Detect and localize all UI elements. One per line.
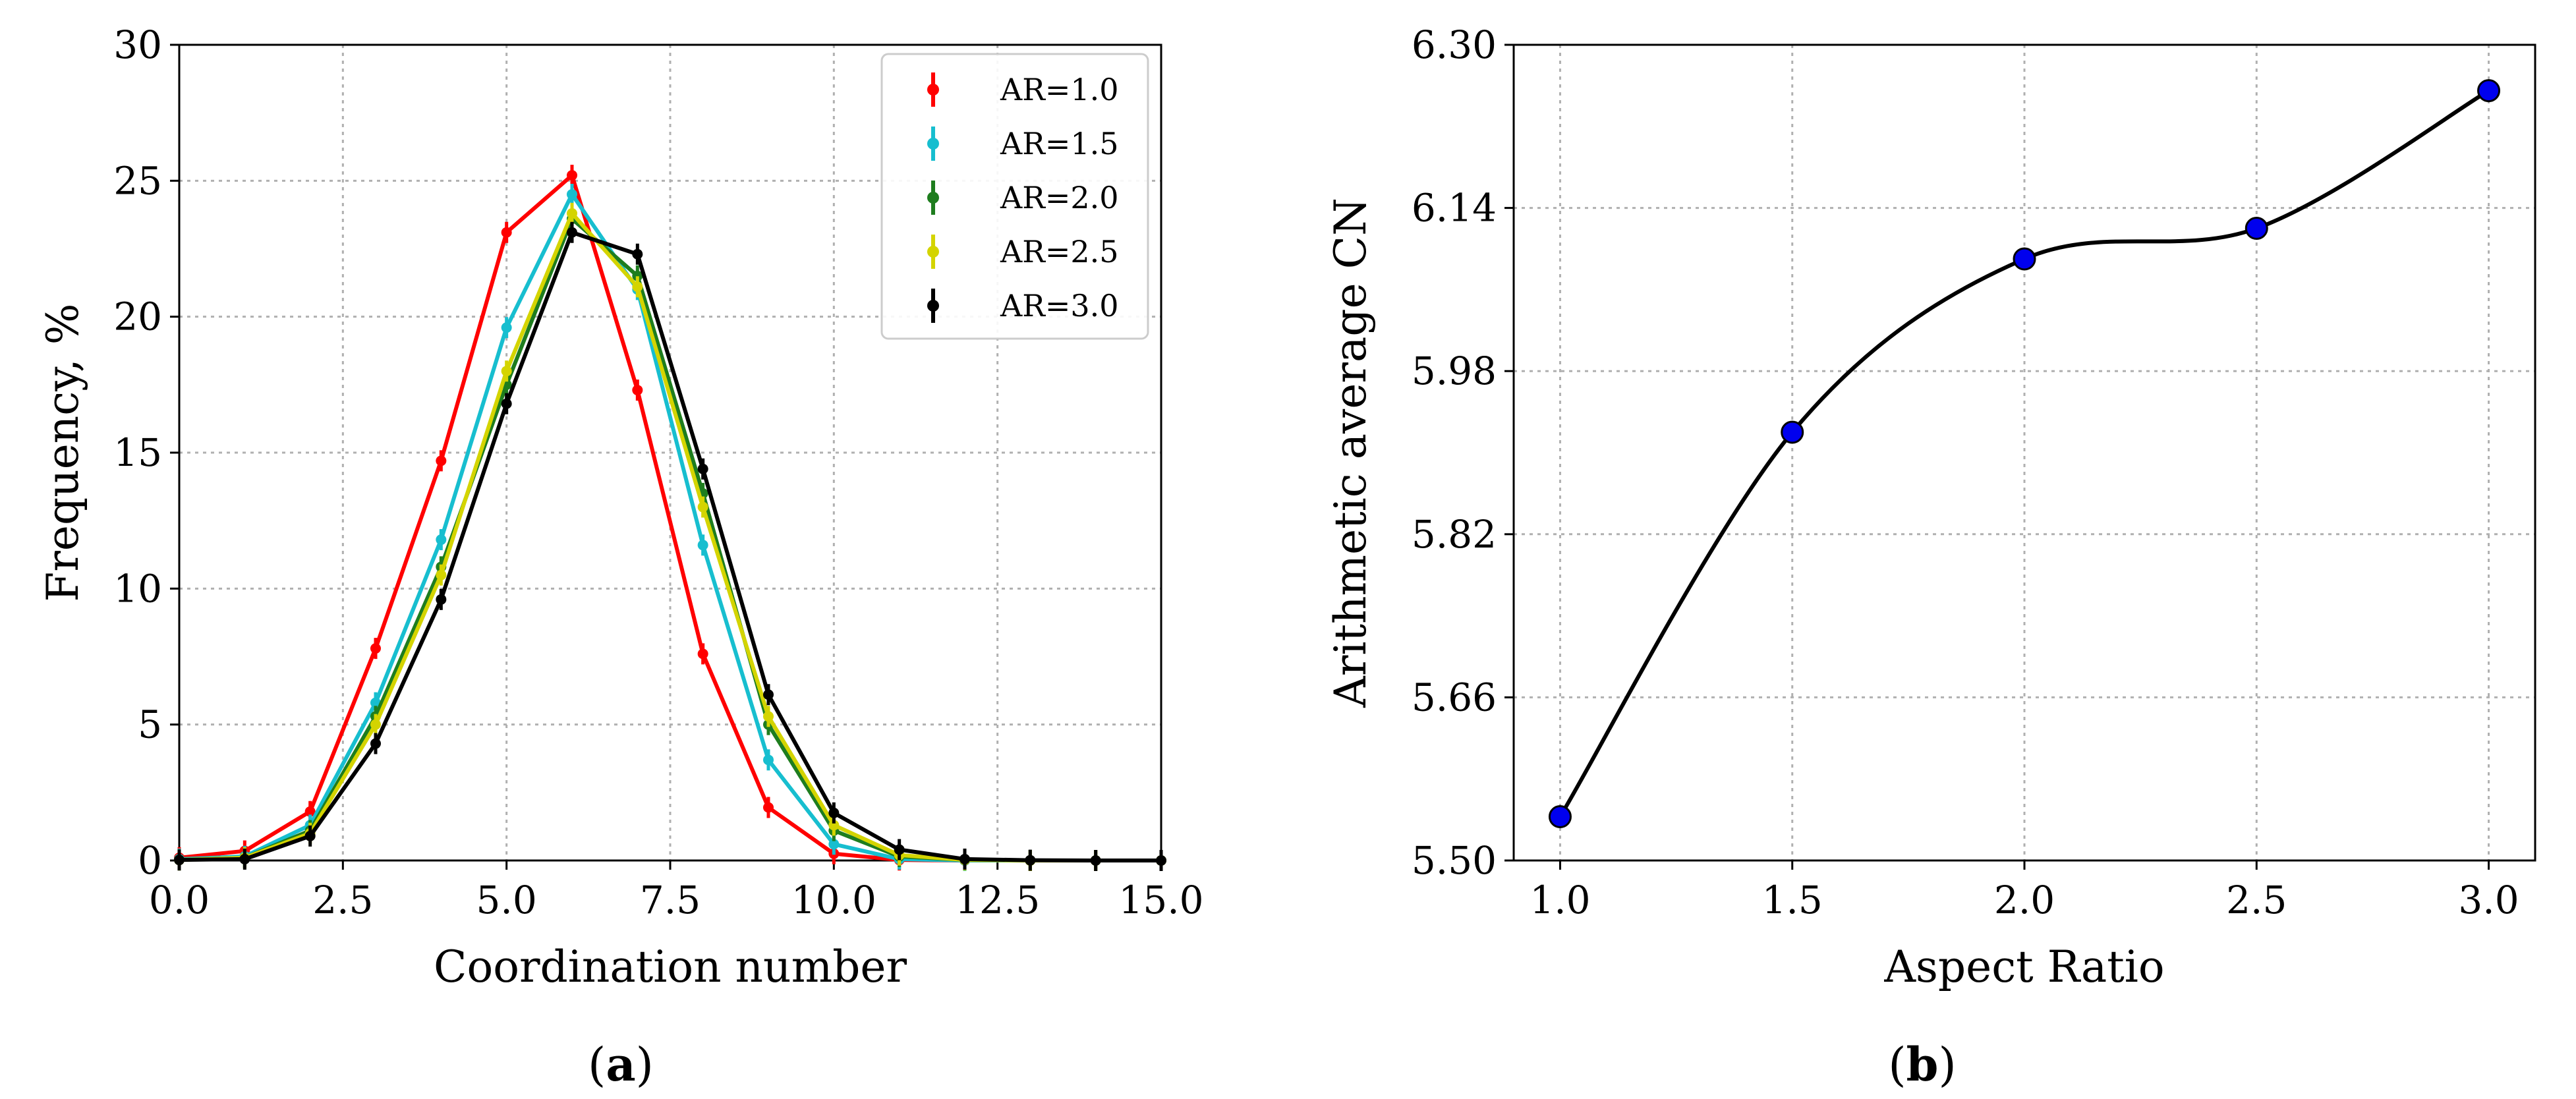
legend-label: AR=3.0 — [1000, 288, 1119, 324]
data-point — [370, 697, 381, 708]
chart-b-x-tick-label: 1.0 — [1530, 878, 1590, 922]
data-point — [567, 227, 577, 238]
fit-curve — [1558, 89, 2490, 818]
chart-b-x-tick-label: 2.0 — [1994, 878, 2055, 922]
chart-b-x-tick-label: 1.5 — [1762, 878, 1823, 922]
chart-a-y-tick-label: 25 — [113, 158, 162, 203]
data-point — [763, 802, 774, 813]
legend-marker-dot — [927, 300, 939, 312]
chart-b-x-tick-label: 2.5 — [2226, 878, 2287, 922]
chart-a-x-tick-label: 0.0 — [149, 878, 210, 922]
legend-item: AR=3.0 — [927, 288, 1119, 324]
panel-label-a: (a) — [588, 1037, 654, 1092]
chart-a-x-tick-label: 15.0 — [1118, 878, 1203, 922]
data-point — [370, 643, 381, 654]
data-point — [567, 188, 577, 200]
data-point — [1090, 855, 1101, 866]
chart-b-x-tick-label: 3.0 — [2458, 878, 2519, 922]
legend-item: AR=2.0 — [927, 180, 1119, 215]
data-point — [174, 855, 185, 866]
chart-b-y-tick-label: 6.30 — [1412, 22, 1497, 67]
data-point — [304, 830, 316, 841]
data-point — [632, 281, 643, 293]
data-point — [2477, 79, 2501, 103]
chart-a-y-tick-label: 20 — [113, 295, 162, 339]
data-point — [501, 366, 512, 377]
data-point — [763, 711, 774, 722]
x-axis-label: Aspect Ratio — [1883, 942, 2164, 992]
data-point — [632, 248, 643, 260]
data-point — [697, 648, 708, 660]
chart-b-y-tick-label: 5.98 — [1412, 349, 1497, 393]
data-point — [828, 807, 840, 818]
data-point — [894, 844, 905, 855]
data-point — [697, 501, 708, 513]
series-line-5 — [179, 230, 1161, 862]
chart-a-y-tick-label: 30 — [113, 22, 162, 67]
legend-label: AR=2.0 — [1000, 180, 1119, 215]
data-point — [436, 569, 447, 580]
chart-a-x-tick-label: 2.5 — [312, 878, 373, 922]
legend-marker-dot — [927, 84, 939, 96]
legend-item: AR=1.5 — [927, 126, 1119, 161]
chart-a-y-tick-label: 15 — [113, 430, 162, 475]
legend-marker-dot — [927, 192, 939, 204]
data-point — [501, 322, 512, 333]
data-point — [1025, 855, 1036, 866]
panel-label-b: (b) — [1888, 1037, 1957, 1092]
data-point — [632, 270, 643, 281]
chart-b-y-tick-label: 5.66 — [1412, 675, 1497, 719]
legend-marker-dot — [927, 138, 939, 150]
legend-label: AR=1.0 — [1000, 72, 1119, 107]
data-point — [304, 806, 316, 817]
chart-b-y-tick-label: 5.82 — [1412, 512, 1497, 557]
chart-b-y-tick-label: 6.14 — [1412, 186, 1497, 231]
legend-item: AR=1.0 — [927, 72, 1119, 107]
legend-marker-dot — [927, 246, 939, 258]
data-point — [959, 853, 970, 864]
y-axis-label: Frequency, % — [38, 304, 88, 602]
legend-label: AR=1.5 — [1000, 126, 1119, 161]
data-point — [239, 853, 250, 864]
data-point — [436, 594, 447, 605]
chart-a-y-tick-label: 10 — [113, 566, 162, 611]
legend-label: AR=2.5 — [1000, 234, 1119, 269]
data-point — [697, 540, 708, 551]
legend-item: AR=2.5 — [927, 234, 1119, 269]
chart-a-x-tick-label: 5.0 — [476, 878, 537, 922]
chart-a-y-tick-label: 5 — [138, 702, 162, 747]
data-point — [501, 227, 512, 238]
chart-b-plot-frame — [1512, 43, 2536, 862]
data-point — [501, 398, 512, 409]
data-point — [763, 754, 774, 766]
data-point — [567, 208, 577, 219]
data-point — [370, 719, 381, 730]
data-point — [370, 738, 381, 749]
data-point — [1781, 420, 1804, 444]
chart-a-x-tick-label: 12.5 — [955, 878, 1040, 922]
chart-a: 0.0 2.5 5.0 7.5 10.0 12.5 15.0 0 5 10 15 20 25 30 AR=1… — [38, 22, 1204, 1092]
chart-a-y-tick-label: 0 — [138, 838, 162, 883]
y-axis-label: Arithmetic average CN — [1325, 198, 1376, 708]
data-point — [632, 385, 643, 396]
data-point — [697, 463, 708, 474]
data-point — [567, 170, 577, 181]
chart-b-y-tick-label: 5.50 — [1412, 838, 1497, 883]
data-point — [1156, 855, 1166, 866]
chart-a-x-tick-label: 7.5 — [640, 878, 701, 922]
data-point — [2013, 247, 2036, 271]
chart-a-x-tick-label: 10.0 — [791, 878, 876, 922]
data-point — [1548, 804, 1572, 828]
chart-b: 1.0 1.5 2.0 2.5 3.0 5.50 5.66 5.82 5.98 6.14 6.30 A… — [1325, 22, 2536, 1092]
data-point — [763, 689, 774, 700]
data-point — [436, 534, 447, 546]
data-point — [828, 839, 840, 850]
legend-box — [880, 53, 1149, 340]
data-point — [828, 820, 840, 831]
data-point — [436, 455, 447, 466]
data-point — [2245, 217, 2268, 240]
legend: AR=1.0 AR=1.5 AR=2.0 AR=2.5 AR=3.0 — [880, 53, 1149, 340]
x-axis-label: Coordination number — [434, 942, 907, 992]
